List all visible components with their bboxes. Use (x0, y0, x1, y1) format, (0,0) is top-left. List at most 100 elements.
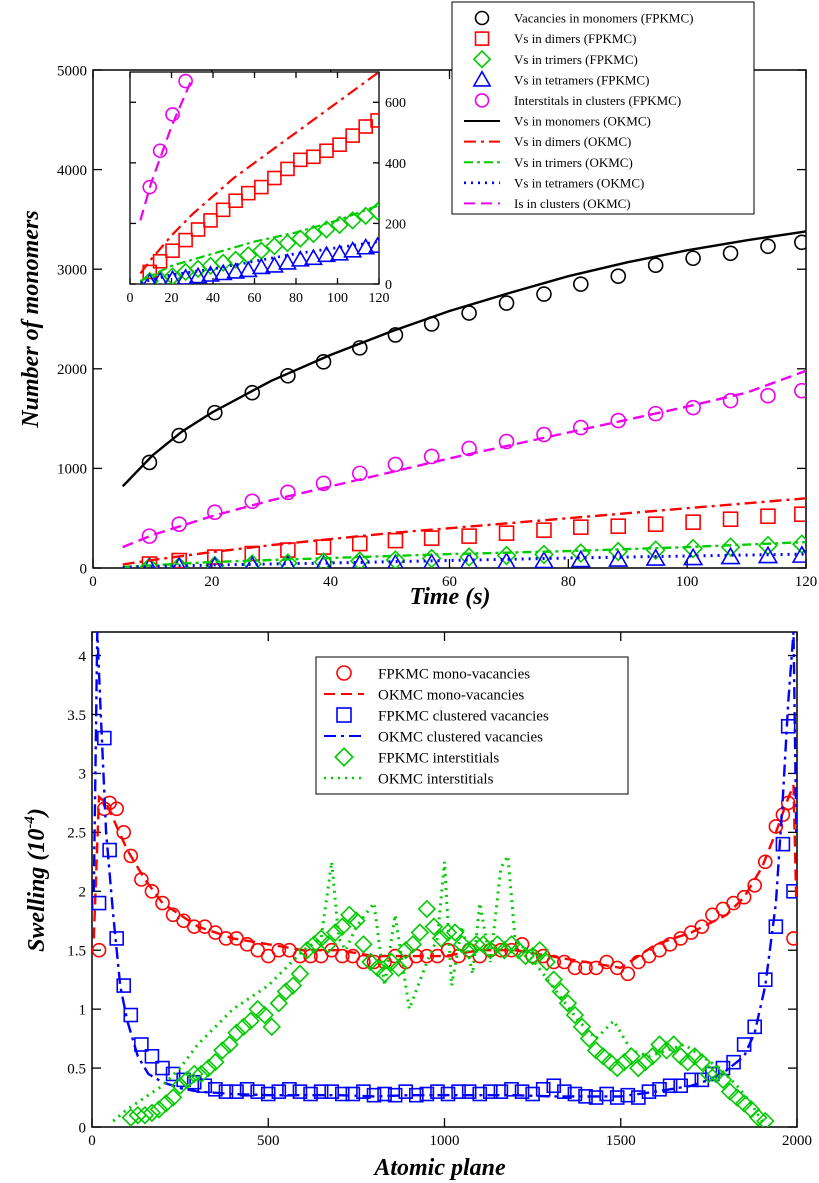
data-point (315, 475, 332, 492)
data-point (97, 730, 112, 746)
top-series-vs-in-dimers-fpkmc (141, 506, 806, 568)
data-point (757, 972, 773, 987)
data-point (504, 1081, 519, 1097)
data-point (483, 1084, 498, 1099)
data-point (481, 940, 500, 960)
data-point (356, 1084, 371, 1099)
top-y-tick-label: 5000 (57, 63, 87, 79)
data-point (208, 1081, 223, 1097)
data-point (165, 107, 180, 122)
data-point (643, 1047, 662, 1066)
inset-x-tick-label: 20 (165, 291, 179, 306)
data-point (609, 1090, 625, 1105)
inset-y-tick-label: 600 (385, 96, 406, 111)
bottom-chart: 0 500 1000 1500 2000 0 0.5 1 1.5 2 2.5 3 3.5 4 Atomic… (22, 631, 812, 1181)
top-y-tick-label: 4000 (57, 163, 87, 179)
data-point (361, 952, 380, 972)
data-point (398, 1084, 414, 1099)
legend-label: Vs in dimers (FPKMC) (514, 31, 636, 46)
bottom-y-label-main: Swelling (10 (24, 829, 50, 952)
data-point (370, 113, 379, 128)
data-point (238, 260, 258, 278)
top-x-tick-label: 120 (795, 574, 818, 590)
data-point (498, 295, 515, 311)
data-point (280, 484, 296, 501)
legend-entry-vs-in-tetramers-fpkmc: Vs in tetramers (FPKMC) (472, 70, 649, 87)
legend-symbol (334, 747, 354, 767)
legend-symbol (472, 70, 492, 87)
bottom-x-axis-label: Atomic plane (372, 1155, 506, 1181)
data-point (260, 1086, 276, 1102)
data-point (645, 540, 666, 560)
data-point (757, 854, 773, 870)
data-point (685, 1047, 705, 1066)
data-point (694, 919, 710, 934)
data-point (123, 1007, 139, 1023)
bottom-series-fpkmc-interstitials (121, 899, 775, 1127)
data-point (537, 952, 556, 972)
data-point (208, 556, 222, 568)
series-line (122, 369, 806, 549)
data-point (683, 538, 703, 559)
data-point (498, 433, 515, 450)
top-series-vs-in-trimers-okmc (122, 540, 806, 568)
data-point (164, 269, 181, 284)
data-point (573, 276, 589, 292)
data-point (403, 935, 423, 954)
data-point (171, 427, 187, 444)
data-point (678, 1052, 697, 1072)
data-point (171, 552, 187, 568)
bottom-y-tick-label: 2.5 (67, 826, 86, 842)
data-point (332, 137, 347, 152)
data-point (417, 899, 437, 919)
legend-entry-vs-in-trimers-fpkmc: Vs in trimers (FPKMC) (472, 49, 638, 69)
data-point (171, 516, 187, 532)
legend-entry-vs-in-tetramers-okmc: Vs in tetramers (OKMC) (464, 175, 644, 190)
data-point (461, 528, 477, 544)
inset-series-interstitals-in-clusters-fpkmc (142, 73, 193, 195)
legend-label: OKMC interstitials (378, 771, 494, 787)
data-point (607, 1058, 627, 1078)
bottom-x-tick-label: 1000 (430, 1133, 460, 1149)
data-point (536, 426, 552, 443)
data-point (760, 508, 776, 525)
data-point (143, 272, 157, 284)
top-series-layer (121, 230, 806, 568)
data-point (141, 528, 158, 544)
series-line (112, 851, 764, 1123)
data-point (387, 456, 404, 473)
data-point (760, 387, 776, 404)
data-point (722, 511, 739, 527)
data-point (610, 268, 627, 284)
data-point (685, 250, 701, 267)
series-line (92, 632, 797, 1098)
data-point (430, 1084, 445, 1099)
data-point (278, 233, 297, 253)
data-point (734, 1094, 754, 1113)
data-point (135, 1105, 155, 1125)
top-y-axis-label: Number of monomers (18, 210, 44, 428)
top-legend-box (451, 1, 755, 215)
data-point (192, 1064, 211, 1084)
data-point (177, 1070, 197, 1090)
data-point (292, 1084, 308, 1099)
legend-entry-vs-in-dimers-fpkmc: Vs in dimers (FPKMC) (474, 31, 636, 46)
top-x-tick-label: 100 (676, 574, 699, 590)
data-point (593, 1047, 613, 1066)
data-point (600, 1052, 620, 1072)
data-point (134, 1037, 149, 1052)
data-point (534, 550, 554, 568)
bottom-y-tick-label: 0.5 (67, 1061, 86, 1077)
inset-series-is-in-clusters-okmc (139, 77, 194, 221)
legend-label: Vs in trimers (OKMC) (514, 155, 633, 170)
data-point (747, 1019, 763, 1035)
top-x-tick-label: 40 (323, 574, 338, 590)
data-point (495, 940, 514, 960)
legend-symbol (474, 93, 490, 108)
data-point (92, 942, 107, 958)
data-point (156, 1094, 176, 1113)
data-point (188, 266, 208, 284)
data-point (144, 883, 160, 899)
data-point (692, 1052, 712, 1072)
